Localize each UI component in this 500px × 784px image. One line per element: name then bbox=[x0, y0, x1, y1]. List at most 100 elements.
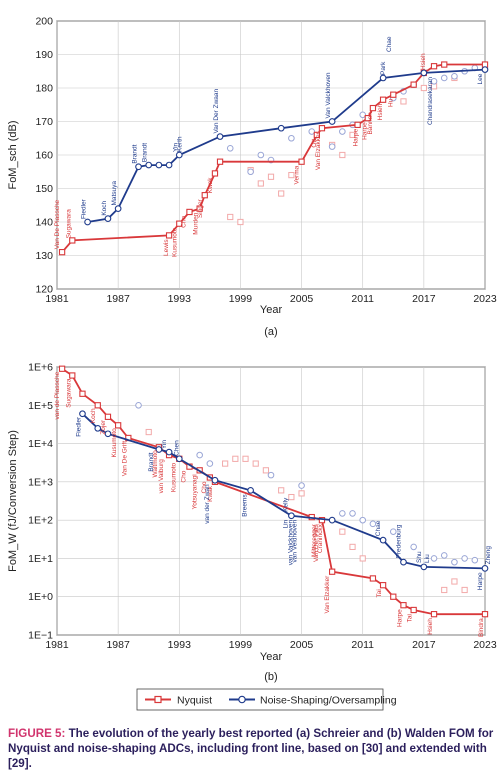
author-annotation: Chen bbox=[173, 440, 180, 456]
author-annotation: Brandt bbox=[148, 452, 155, 471]
nyquist-data-point bbox=[359, 555, 366, 562]
noise-shaping-front-point bbox=[247, 487, 254, 494]
nyquist-front-line bbox=[61, 63, 485, 253]
nyquist-front-point bbox=[176, 220, 183, 227]
author-annotation: Yin bbox=[172, 142, 179, 152]
noise-shaping-data-point bbox=[339, 510, 346, 517]
noise-shaping-front-point bbox=[481, 66, 489, 73]
front-lines-a bbox=[58, 61, 489, 256]
nyquist-data-point bbox=[237, 218, 244, 226]
y-tick-label: 1E+5 bbox=[28, 400, 53, 412]
author-annotation: Murden bbox=[193, 212, 200, 234]
nyquist-front-point bbox=[186, 208, 193, 216]
noise-shaping-front-point bbox=[400, 558, 407, 566]
author-annotation: Van De Grift bbox=[121, 441, 128, 476]
noise-shaping-front-point bbox=[481, 565, 489, 572]
y-tick-label: 160 bbox=[35, 150, 53, 162]
author-annotation: Ott bbox=[311, 139, 318, 148]
x-axis-label-a: Year bbox=[260, 304, 283, 316]
nyquist-front-point bbox=[165, 232, 173, 239]
nyquist-front-point bbox=[58, 249, 66, 256]
y-tick-label: 200 bbox=[35, 16, 53, 28]
y-tick-label: 140 bbox=[35, 217, 53, 229]
noise-shaping-data-point bbox=[440, 552, 448, 559]
author-annotation: Chae bbox=[375, 520, 382, 536]
author-annotation: Cho bbox=[181, 216, 188, 228]
author-annotation: Kelly bbox=[282, 497, 289, 512]
y-tick-label: 120 bbox=[35, 284, 53, 296]
y-axis-label-a: FoM_sch (dB) bbox=[7, 120, 19, 189]
author-annotation: Craninckx bbox=[317, 523, 324, 553]
figure-caption: FIGURE 5: The evolution of the yearly be… bbox=[8, 726, 494, 771]
grid-b bbox=[56, 366, 486, 636]
x-tick-labels-b: 1981 1987 1993 1999 2005 2011 2017 2023 bbox=[45, 639, 497, 651]
nyquist-front-point bbox=[216, 158, 224, 165]
x-tick-labels-a: 1981 1987 1993 1999 2005 2011 2017 2023 bbox=[45, 293, 497, 305]
nyquist-front-point bbox=[211, 170, 219, 177]
noise-shaping-front-point bbox=[175, 455, 183, 463]
y-tick-label: 190 bbox=[35, 49, 53, 61]
nyquist-data-point bbox=[420, 84, 427, 92]
author-annotation: Bindra bbox=[478, 618, 485, 637]
noise-shaping-front-point bbox=[379, 74, 387, 82]
nyquist-front-point bbox=[379, 582, 387, 589]
author-annotation: Lewis bbox=[163, 239, 170, 256]
noise-shaping-data-point bbox=[328, 143, 336, 150]
nyquist-front-point bbox=[410, 81, 417, 88]
nyquist-data-point bbox=[227, 213, 234, 221]
nyquist-front-point bbox=[313, 131, 321, 139]
nyquist-front-point bbox=[196, 205, 203, 212]
author-annotation: Van Elzakker bbox=[315, 131, 322, 170]
noise-shaping-front-point bbox=[155, 446, 163, 453]
author-annotation: Fredenburg bbox=[396, 524, 403, 558]
noise-shaping-data-point bbox=[430, 555, 438, 562]
nyquist-data-point bbox=[339, 528, 346, 535]
x-tick-label: 1993 bbox=[168, 293, 192, 305]
nyquist-front-point bbox=[430, 63, 438, 70]
noise-shaping-data-point bbox=[267, 471, 275, 479]
author-annotation: Liu bbox=[424, 554, 431, 563]
noise-shaping-front-point bbox=[165, 161, 173, 169]
author-annotation: Kusumoto bbox=[170, 462, 177, 492]
noise-shaping-data-point bbox=[369, 520, 377, 528]
author-annotation: van Valckhoven bbox=[287, 519, 294, 565]
panel-label-b: (b) bbox=[264, 671, 277, 683]
nyquist-data-point bbox=[257, 180, 264, 187]
nyquist-front-point bbox=[369, 104, 377, 112]
y-tick-label: 170 bbox=[35, 116, 53, 128]
legend-nyquist-label: Nyquist bbox=[177, 695, 212, 707]
x-tick-label: 1981 bbox=[45, 293, 69, 305]
noise-shaping-data-point bbox=[196, 451, 203, 459]
author-annotation: Koch bbox=[90, 408, 97, 423]
plot-frame-b bbox=[56, 366, 486, 636]
noise-shaping-front-point bbox=[104, 430, 112, 438]
author-annotation: Harpe bbox=[477, 572, 484, 590]
author-annotation: Koch bbox=[101, 200, 108, 215]
nyquist-front-point bbox=[94, 402, 101, 409]
author-annotation: Harpe bbox=[397, 609, 404, 627]
author-annotation: Singer bbox=[197, 198, 204, 218]
scatter-points-b bbox=[135, 401, 479, 594]
noise-shaping-data-point bbox=[410, 543, 417, 551]
author-annotation: van de Plassche bbox=[54, 371, 61, 419]
noise-shaping-data-point bbox=[471, 556, 479, 564]
author-annotation: Yin bbox=[161, 440, 168, 450]
noise-shaping-data-point bbox=[288, 134, 295, 142]
author-annotation: Kwak bbox=[207, 177, 214, 194]
noise-shaping-front-point bbox=[379, 536, 387, 544]
noise-shaping-data-point bbox=[206, 460, 214, 467]
y-tick-labels-a: 120 130 140 150 160 170 180 190 200 bbox=[35, 16, 53, 296]
author-annotation: Lee bbox=[477, 73, 484, 84]
author-annotation: Shu bbox=[416, 551, 423, 563]
noise-shaping-data-point bbox=[339, 128, 346, 135]
nyquist-data-point bbox=[339, 151, 346, 159]
author-annotation: Bannon bbox=[367, 112, 374, 135]
author-annotation: Zheng bbox=[485, 546, 492, 565]
author-annotation: van Veldhoven bbox=[291, 519, 298, 562]
author-annotation: Cho bbox=[201, 481, 208, 493]
author-annotation: Verma bbox=[294, 165, 301, 184]
noise-shaping-data-point bbox=[389, 528, 397, 535]
noise-shaping-front-point bbox=[145, 161, 153, 169]
